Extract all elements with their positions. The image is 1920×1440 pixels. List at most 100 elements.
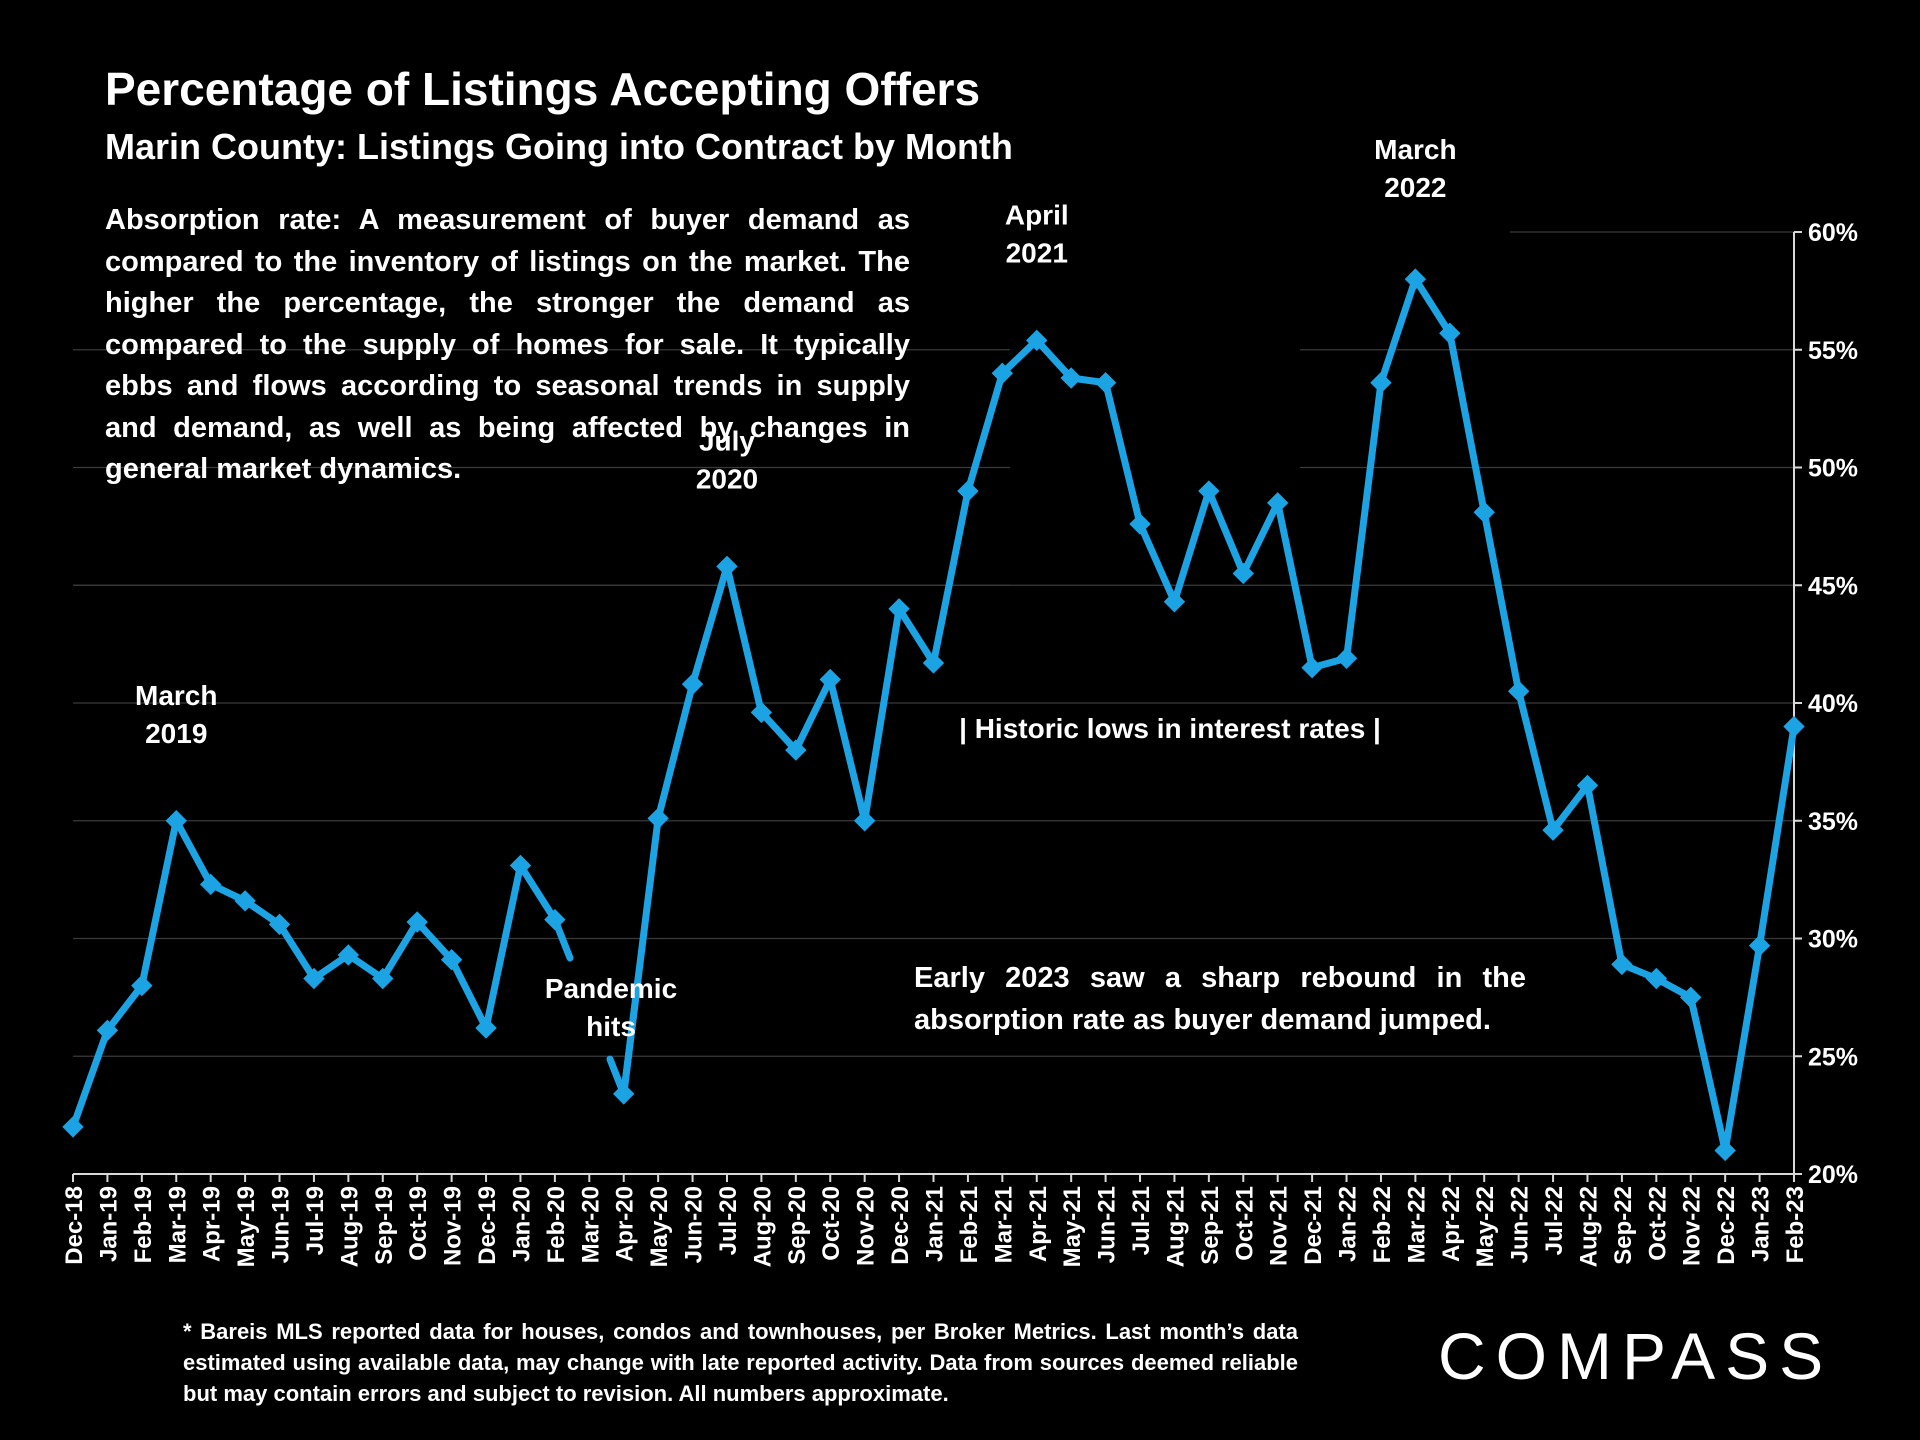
y-tick-label: 60% xyxy=(1808,219,1858,247)
chart-subtitle: Marin County: Listings Going into Contra… xyxy=(105,126,1013,167)
x-tick-label: Feb-22 xyxy=(1369,1186,1396,1263)
data-point-Aug-20 xyxy=(750,701,773,724)
x-tick-label: Mar-21 xyxy=(990,1186,1017,1263)
axes: 20% 25% 30% 35% 40% 45% 50% 55% 60% Dec-18 Jan-19 F… xyxy=(61,219,1858,1267)
x-tick-label: Dec-20 xyxy=(887,1186,914,1265)
x-tick-label: Nov-20 xyxy=(853,1186,880,1266)
data-point-Feb-22 xyxy=(1370,372,1392,394)
data-point-Oct-20 xyxy=(819,668,841,691)
x-tick-label: Mar-22 xyxy=(1403,1186,1430,1263)
description-text: Absorption rate: A measurement of buyer … xyxy=(105,204,910,485)
x-tick-label: Apr-21 xyxy=(1025,1186,1052,1262)
rebound-note-text: Early 2023 saw a sharp rebound in the ab… xyxy=(914,962,1526,1036)
y-tick-label: 20% xyxy=(1808,1161,1858,1189)
chart-title: Percentage of Listings Accepting Offers xyxy=(105,63,981,115)
annotation-label: | Historic lows in interest rates | xyxy=(959,713,1381,744)
x-tick-label: Jul-19 xyxy=(302,1186,329,1255)
annotation-label: 2019 xyxy=(145,718,207,749)
x-tick-label: May-21 xyxy=(1059,1186,1086,1267)
x-tick-label: Feb-20 xyxy=(543,1186,570,1263)
x-tick-label: Nov-22 xyxy=(1679,1186,1706,1266)
annotation-label: 2021 xyxy=(1006,237,1068,268)
data-point-Sep-21 xyxy=(1198,480,1220,502)
compass-logo-text: COMPASS xyxy=(1438,1319,1834,1393)
data-point-Feb-20 xyxy=(544,908,566,931)
data-point-Jun-20 xyxy=(681,673,704,695)
y-tick-label: 45% xyxy=(1808,572,1858,600)
data-point-Apr-21 xyxy=(1026,329,1048,352)
x-tick-label: Apr-22 xyxy=(1438,1186,1465,1262)
x-tick-label: Sep-21 xyxy=(1197,1186,1224,1265)
data-point-Sep-22 xyxy=(1611,953,1633,976)
data-point-Mar-21 xyxy=(991,362,1014,385)
data-point-Dec-21 xyxy=(1301,656,1323,679)
annotation-Mar-22: March 2022 xyxy=(1374,134,1456,203)
data-point-Jul-20 xyxy=(716,555,738,578)
x-tick-label: May-20 xyxy=(646,1186,673,1267)
x-tick-label: Oct-20 xyxy=(818,1186,845,1261)
x-tick-label: Oct-22 xyxy=(1644,1186,1671,1261)
x-tick-label: Sep-19 xyxy=(371,1186,398,1265)
x-tick-label: Feb-21 xyxy=(956,1186,983,1263)
annotation-Mar-19: March 2019 xyxy=(135,680,217,749)
data-point-Apr-19 xyxy=(199,873,222,896)
data-point-Feb-19 xyxy=(131,974,153,997)
x-tick-label: Apr-20 xyxy=(612,1186,639,1262)
data-point-Sep-20 xyxy=(785,739,807,761)
y-tick-label: 25% xyxy=(1808,1043,1858,1071)
data-point-Apr-20 xyxy=(613,1083,635,1105)
annotations: March 2019 July 2020 April 2021 March 2022 Pande… xyxy=(135,134,1526,1042)
x-tick-label: Jan-20 xyxy=(508,1186,535,1262)
data-point-Dec-18 xyxy=(62,1116,84,1138)
x-tick-label: Jun-21 xyxy=(1094,1186,1121,1263)
x-tick-label: Aug-20 xyxy=(749,1186,776,1267)
data-point-Feb-21 xyxy=(957,480,979,502)
annotation-label: April xyxy=(1005,199,1069,230)
x-tick-label: May-19 xyxy=(233,1186,260,1267)
data-point-Mar-22 xyxy=(1404,268,1427,290)
x-tick-label: Sep-22 xyxy=(1610,1186,1637,1265)
annotation-label: July xyxy=(699,425,755,456)
data-point-Jan-23 xyxy=(1748,934,1771,957)
annotation-label: March xyxy=(135,680,217,711)
series-line-stub xyxy=(620,974,642,1098)
x-tick-label: Feb-19 xyxy=(130,1186,157,1263)
x-tick-label: Jun-19 xyxy=(268,1186,295,1263)
y-tick-label: 40% xyxy=(1808,690,1858,718)
annotation-label: hits xyxy=(586,1011,636,1042)
x-tick-label: Aug-22 xyxy=(1575,1186,1602,1267)
x-tick-label: Dec-18 xyxy=(61,1186,88,1265)
x-tick-label: Oct-21 xyxy=(1231,1186,1258,1261)
x-tick-label: Dec-22 xyxy=(1713,1186,1740,1265)
data-point-Mar-19 xyxy=(165,810,187,832)
data-point-Oct-19 xyxy=(406,911,428,933)
annotation-Apr-21: April 2021 xyxy=(1005,199,1069,268)
x-tick-label: Nov-19 xyxy=(440,1186,467,1266)
x-tick-label: Dec-21 xyxy=(1300,1186,1327,1265)
data-point-Jul-21 xyxy=(1129,513,1151,535)
data-point-May-22 xyxy=(1473,501,1495,523)
data-point-Feb-23 xyxy=(1783,715,1805,738)
data-point-May-19 xyxy=(234,890,256,912)
x-tick-label: Jun-22 xyxy=(1507,1186,1534,1263)
y-tick-label: 35% xyxy=(1808,808,1858,836)
data-point-Dec-19 xyxy=(475,1017,497,1039)
data-point-Jun-22 xyxy=(1507,680,1530,702)
footnote-text: * Bareis MLS reported data for houses, c… xyxy=(183,1319,1298,1406)
x-tick-label: Jan-21 xyxy=(922,1186,949,1262)
x-tick-label: Nov-21 xyxy=(1266,1186,1293,1266)
annotation-Mar-20: Pandemic hits xyxy=(545,973,677,1042)
x-tick-label: Apr-19 xyxy=(199,1186,226,1262)
x-tick-label: May-22 xyxy=(1472,1186,1499,1267)
y-tick-label: 55% xyxy=(1808,337,1858,365)
x-tick-label: Oct-19 xyxy=(405,1186,432,1261)
data-point-Dec-20 xyxy=(888,598,910,620)
data-point-Nov-19 xyxy=(440,948,463,971)
data-point-Aug-22 xyxy=(1576,774,1599,797)
data-point-Nov-22 xyxy=(1680,986,1702,1009)
data-point-Sep-19 xyxy=(372,967,394,990)
annotation-label: 2022 xyxy=(1384,172,1446,203)
data-point-Jan-22 xyxy=(1335,647,1358,669)
x-tick-label: Mar-19 xyxy=(164,1186,191,1263)
